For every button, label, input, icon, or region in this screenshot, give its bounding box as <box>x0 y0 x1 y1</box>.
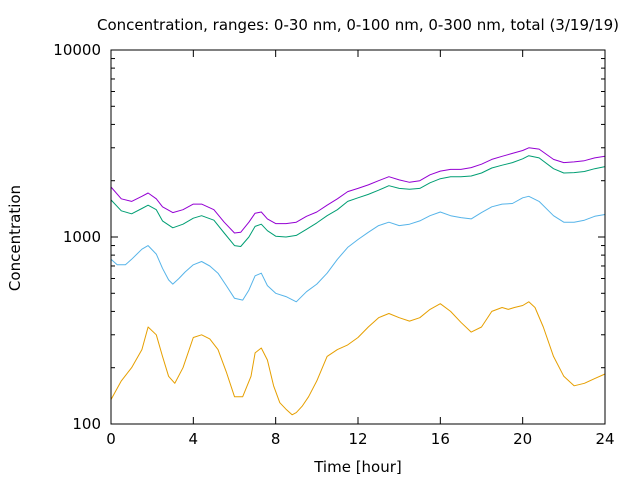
x-tick-label: 20 <box>513 430 532 448</box>
series-line-3 <box>110 195 606 303</box>
series-layer <box>110 147 606 416</box>
x-tick-label: 8 <box>271 430 281 448</box>
y-tick-label: 100 <box>72 415 101 433</box>
chart-title: Concentration, ranges: 0-30 nm, 0-100 nm… <box>97 16 619 34</box>
x-axis-label: Time [hour] <box>313 458 402 476</box>
series-line-4 <box>110 301 606 416</box>
series-line-1 <box>110 147 606 234</box>
x-tick-label: 24 <box>595 430 614 448</box>
plot-frame <box>110 49 606 425</box>
series-line-2 <box>110 155 606 247</box>
y-tick-label: 1000 <box>63 228 101 246</box>
x-tick-label: 4 <box>189 430 199 448</box>
y-axis-label: Concentration <box>6 185 24 291</box>
axis-ticks: 0 4 8 12 16 20 24 100 1000 10000 <box>53 41 614 448</box>
x-tick-label: 16 <box>431 430 450 448</box>
y-tick-label: 10000 <box>53 41 101 59</box>
x-tick-label: 12 <box>348 430 367 448</box>
x-tick-label: 0 <box>106 430 116 448</box>
